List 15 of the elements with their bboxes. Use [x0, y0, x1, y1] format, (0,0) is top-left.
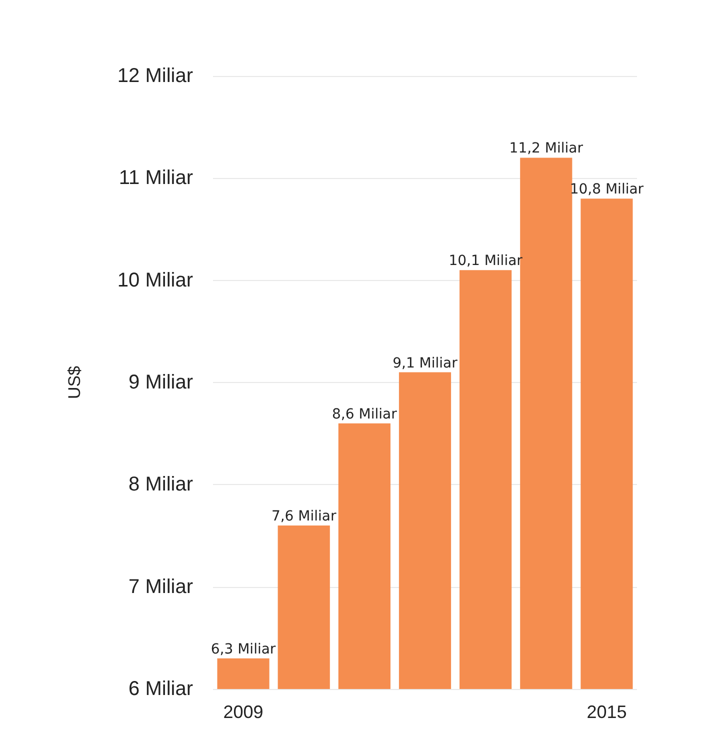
data-label: 8,6 Miliar — [332, 406, 398, 422]
y-tick-label: 9 Miliar — [128, 372, 194, 394]
y-tick-label: 10 Miliar — [117, 269, 194, 292]
y-tick-label: 12 Miliar — [117, 65, 194, 87]
y-tick-label: 11 Miliar — [118, 167, 194, 190]
data-label: 6,3 Miliar — [210, 641, 276, 658]
y-tick-label: 6 Miliar — [128, 678, 194, 700]
y-axis-title: US$ — [65, 365, 84, 400]
data-label: 7,6 Miliar — [271, 508, 336, 525]
data-label: 11,2 Miliar — [509, 140, 584, 157]
y-tick-label: 7 Miliar — [128, 576, 194, 598]
data-label: 9,1 Miliar — [392, 355, 458, 372]
y-tick-label: 8 Miliar — [128, 474, 194, 496]
x-tick-label: 2009 — [223, 702, 264, 722]
x-tick-label: 2015 — [586, 702, 627, 722]
